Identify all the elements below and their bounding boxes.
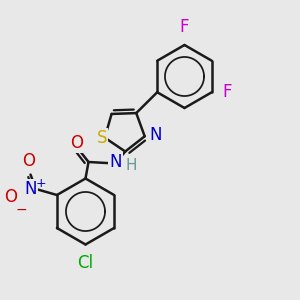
- Text: O: O: [4, 188, 17, 206]
- Text: O: O: [22, 152, 35, 170]
- Text: −: −: [16, 203, 27, 217]
- Text: F: F: [222, 83, 232, 101]
- Text: N: N: [24, 180, 37, 198]
- Text: N: N: [109, 153, 122, 171]
- Text: O: O: [70, 134, 83, 152]
- Text: N: N: [149, 126, 162, 144]
- Text: +: +: [36, 177, 46, 190]
- Text: Cl: Cl: [77, 254, 94, 272]
- Text: F: F: [180, 18, 189, 36]
- Text: H: H: [125, 158, 136, 172]
- Text: S: S: [97, 129, 107, 147]
